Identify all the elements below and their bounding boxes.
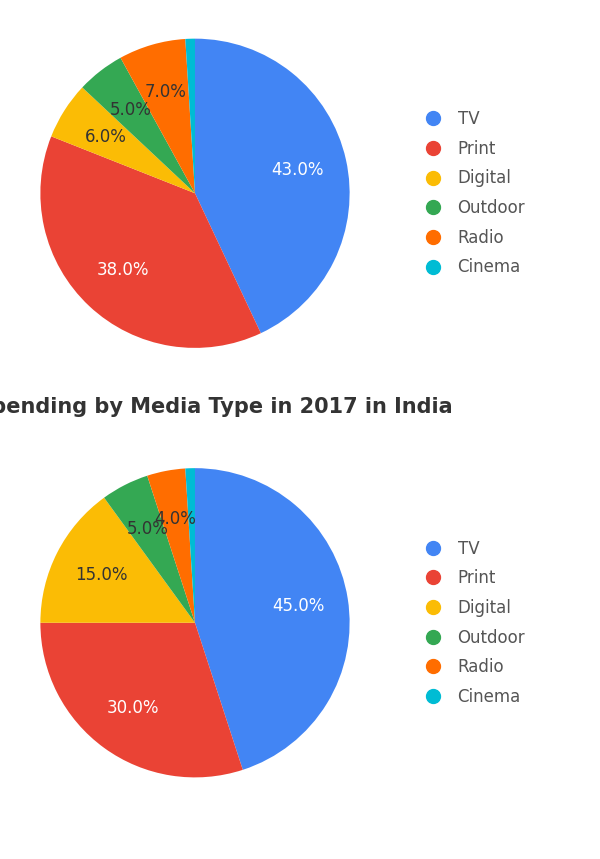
Text: 43.0%: 43.0%	[271, 161, 324, 180]
Title: Ad Spending by Media Type in 2017 in India: Ad Spending by Media Type in 2017 in Ind…	[0, 397, 452, 417]
Legend: TV, Print, Digital, Outdoor, Radio, Cinema: TV, Print, Digital, Outdoor, Radio, Cine…	[416, 539, 525, 706]
Wedge shape	[104, 476, 195, 623]
Text: 7.0%: 7.0%	[145, 83, 187, 101]
Text: 45.0%: 45.0%	[272, 597, 325, 615]
Wedge shape	[185, 468, 195, 623]
Wedge shape	[195, 39, 350, 333]
Text: 4.0%: 4.0%	[154, 510, 196, 528]
Wedge shape	[121, 39, 195, 193]
Wedge shape	[51, 88, 195, 193]
Text: 38.0%: 38.0%	[97, 261, 149, 279]
Legend: TV, Print, Digital, Outdoor, Radio, Cinema: TV, Print, Digital, Outdoor, Radio, Cine…	[416, 110, 525, 277]
Wedge shape	[40, 137, 261, 348]
Wedge shape	[195, 468, 350, 770]
Wedge shape	[40, 497, 195, 623]
Wedge shape	[40, 623, 243, 777]
Text: 15.0%: 15.0%	[75, 566, 128, 584]
Wedge shape	[82, 58, 195, 193]
Text: 30.0%: 30.0%	[107, 699, 160, 717]
Wedge shape	[147, 468, 195, 623]
Text: 6.0%: 6.0%	[85, 128, 127, 146]
Wedge shape	[185, 39, 195, 193]
Text: 5.0%: 5.0%	[127, 520, 168, 538]
Text: 5.0%: 5.0%	[110, 101, 151, 119]
